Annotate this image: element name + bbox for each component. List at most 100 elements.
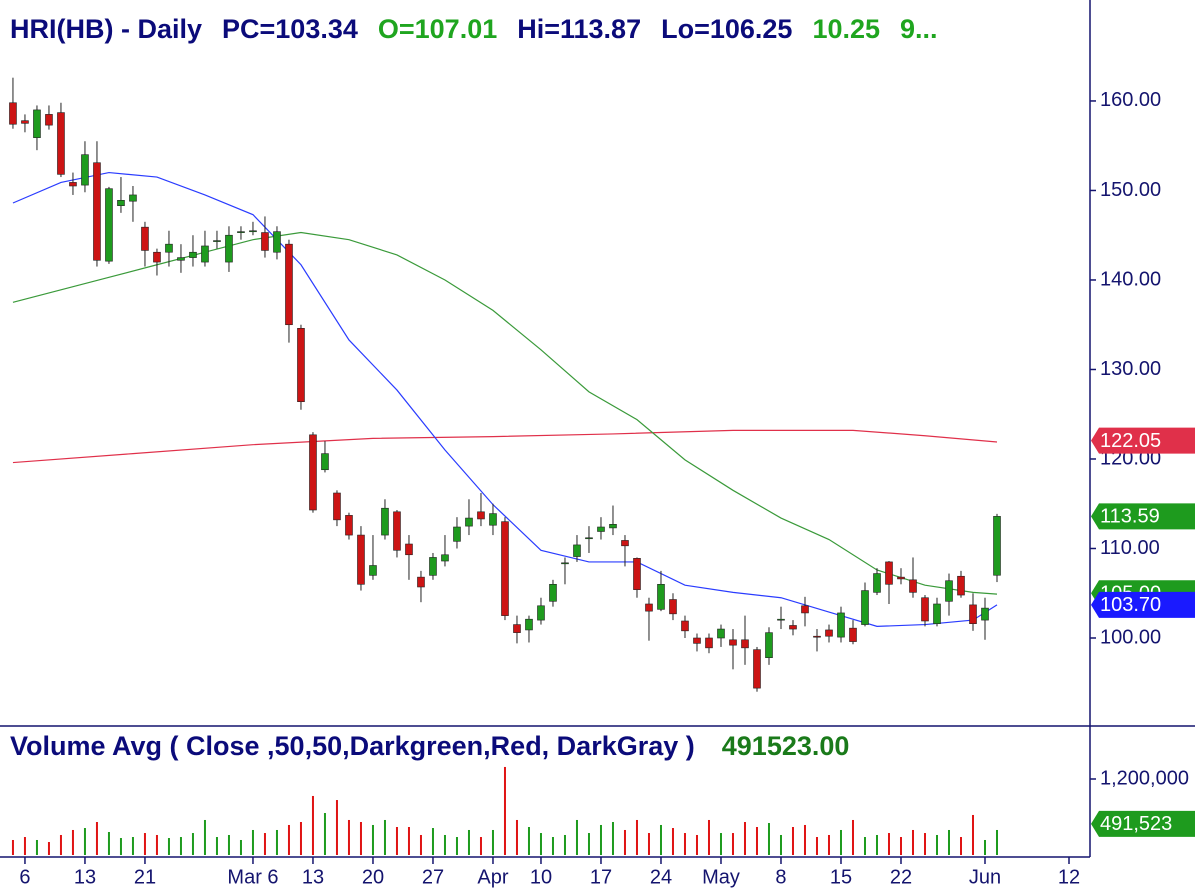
price-label: 113.59 xyxy=(1100,506,1160,528)
candle-body xyxy=(969,604,977,624)
candle-body xyxy=(609,524,617,529)
volume-bar xyxy=(923,833,926,855)
x-tick-label: 12 xyxy=(1058,866,1080,888)
volume-bar xyxy=(491,829,494,855)
x-tick-label: Mar 6 xyxy=(227,866,278,888)
candle-body xyxy=(453,526,461,542)
volume-bar xyxy=(827,834,830,855)
volume-bar xyxy=(743,822,746,855)
x-tick-label: 24 xyxy=(650,866,672,888)
candle-body xyxy=(825,629,833,637)
price-label: 103.70 xyxy=(1100,594,1161,616)
price-label-box xyxy=(1091,503,1195,530)
volume-bar xyxy=(995,829,998,855)
candle-body xyxy=(429,557,437,576)
volume-bar xyxy=(395,827,398,855)
candle-body xyxy=(117,200,125,206)
candle-body xyxy=(9,102,17,125)
volume-bar xyxy=(35,839,38,855)
price-label-box xyxy=(1091,427,1195,454)
candle-body xyxy=(393,511,401,551)
volume-bar xyxy=(647,833,650,855)
candle-body xyxy=(225,234,233,263)
volume-bar xyxy=(131,837,134,855)
candle-body xyxy=(309,434,317,511)
candle-body xyxy=(21,120,29,124)
candle-body xyxy=(729,639,737,646)
candle-body xyxy=(417,576,425,588)
y-tick-label: 140.00 xyxy=(1100,268,1161,290)
volume-bar xyxy=(851,819,854,855)
candle-body xyxy=(873,573,881,593)
x-tick-label: 10 xyxy=(530,866,552,888)
volume-bar xyxy=(311,795,314,855)
volume-bar xyxy=(407,827,410,855)
candle-body xyxy=(165,243,173,253)
volume-bar xyxy=(659,824,662,855)
x-tick-label: 13 xyxy=(74,866,96,888)
volume-bar xyxy=(791,827,794,855)
volume-bar xyxy=(455,837,458,855)
x-tick-label: May xyxy=(702,866,740,888)
y-tick-label: 110.00 xyxy=(1100,537,1160,559)
candle-body xyxy=(933,603,941,624)
candle-body xyxy=(141,226,149,251)
candle-body xyxy=(765,632,773,658)
volume-bar xyxy=(575,819,578,855)
candle-body xyxy=(489,513,497,526)
volume-bar xyxy=(335,800,338,855)
y-tick-label: 1,200,000 xyxy=(1100,767,1189,789)
volume-bar xyxy=(251,829,254,855)
candle-body xyxy=(525,618,533,631)
volume-bar xyxy=(59,834,62,855)
volume-bar xyxy=(227,834,230,855)
volume-bar xyxy=(671,828,674,855)
x-tick-label: Jun xyxy=(969,866,1001,888)
candle-body xyxy=(597,526,605,532)
volume-panel: Volume Avg ( Close ,50,50,Darkgreen,Red,… xyxy=(10,731,1195,888)
candle-body xyxy=(777,618,785,621)
moving-average-line xyxy=(12,429,998,464)
candle-body xyxy=(189,251,197,258)
volume-bar xyxy=(971,814,974,855)
volume-title: Volume Avg ( Close ,50,50,Darkgreen,Red,… xyxy=(10,731,695,761)
volume-bar xyxy=(755,827,758,855)
candle-body xyxy=(105,188,113,262)
volume-bar xyxy=(431,828,434,855)
candle-body xyxy=(45,114,53,126)
volume-bar xyxy=(635,819,638,855)
candle-body xyxy=(321,453,329,471)
volume-bar xyxy=(779,834,782,855)
volume-bar xyxy=(527,827,530,855)
candle-body xyxy=(513,624,521,633)
candle-body xyxy=(285,243,293,326)
candle-body xyxy=(345,515,353,536)
volume-bar xyxy=(875,834,878,855)
x-tick-label: Apr xyxy=(477,866,508,888)
volume-bar xyxy=(503,766,506,855)
volume-bar xyxy=(71,829,74,855)
volume-bar xyxy=(467,829,470,855)
volume-bar xyxy=(383,819,386,855)
volume-bar xyxy=(935,834,938,855)
volume-bar xyxy=(839,829,842,855)
volume-bar xyxy=(551,837,554,855)
volume-bar xyxy=(215,837,218,855)
x-tick-label: 13 xyxy=(302,866,324,888)
candle-body xyxy=(645,603,653,612)
volume-bar xyxy=(611,822,614,855)
x-tick-label: 6 xyxy=(19,866,30,888)
average-label: 491,523 xyxy=(1100,813,1172,835)
candle-body xyxy=(237,231,245,233)
candle-body xyxy=(945,580,953,602)
candle-body xyxy=(465,517,473,527)
candle-body xyxy=(153,251,161,263)
candle-body xyxy=(381,507,389,536)
volume-bar xyxy=(479,837,482,855)
candle-body xyxy=(897,576,905,580)
header-stat: O=107.01 xyxy=(378,14,497,44)
x-tick-label: 20 xyxy=(362,866,384,888)
candle-body xyxy=(273,231,281,253)
